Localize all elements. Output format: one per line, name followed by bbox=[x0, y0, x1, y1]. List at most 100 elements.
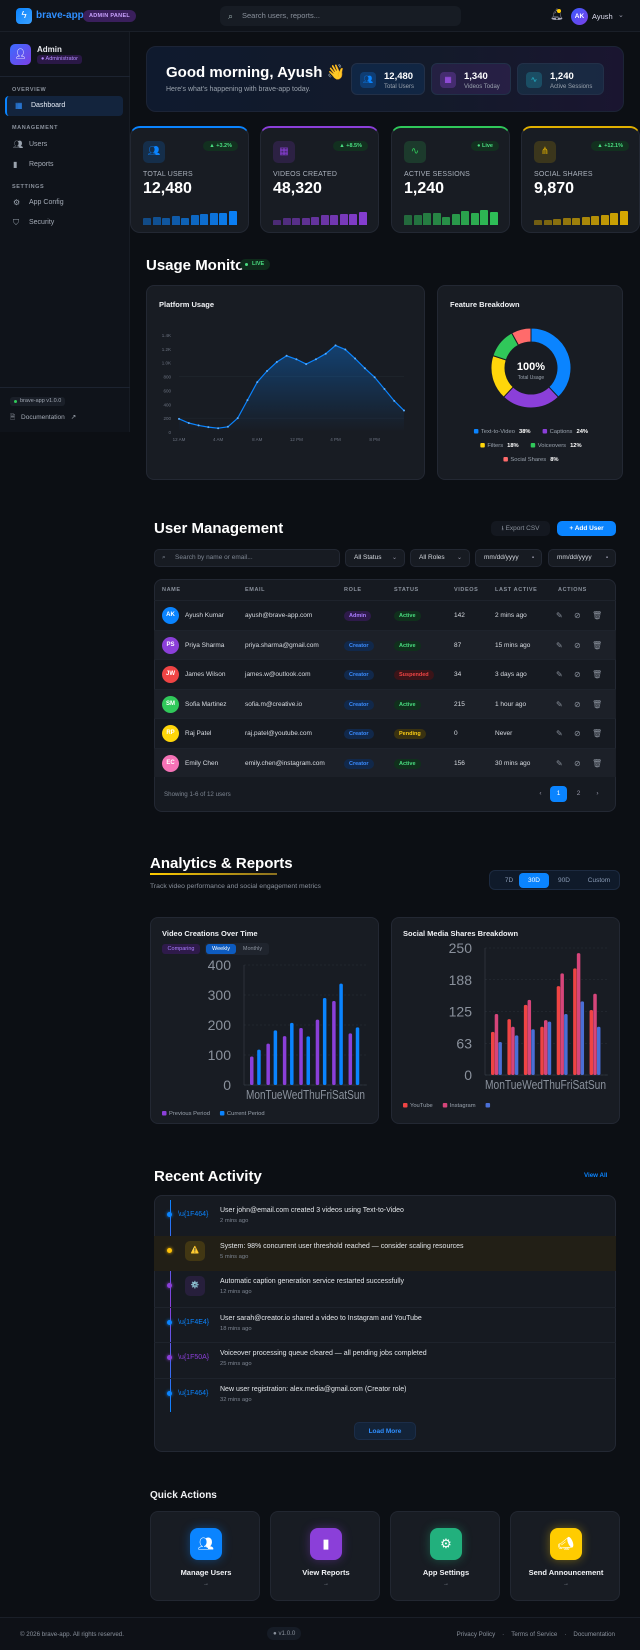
bar[interactable] bbox=[507, 1019, 511, 1075]
bar[interactable] bbox=[315, 1019, 320, 1085]
comparing-toggle[interactable]: Comparing bbox=[162, 944, 200, 954]
export-csv-button[interactable]: ⭳ Export CSV bbox=[491, 521, 550, 536]
bar[interactable] bbox=[511, 1026, 515, 1075]
role-filter-select[interactable]: All Roles ⌄ bbox=[410, 549, 470, 567]
bar[interactable] bbox=[543, 1020, 548, 1075]
bar[interactable] bbox=[589, 1009, 594, 1075]
bar[interactable] bbox=[282, 1036, 287, 1085]
table-row[interactable]: JW James Wilson james.w@outlook.com Creator… bbox=[154, 659, 616, 689]
ban-icon[interactable]: ⊘ bbox=[574, 640, 581, 650]
trash-icon[interactable]: 🗑︎ bbox=[592, 611, 603, 620]
bar[interactable] bbox=[332, 1001, 336, 1085]
sidebar-item-reports[interactable]: ▮ Reports bbox=[5, 155, 123, 175]
trash-icon[interactable]: 🗑︎ bbox=[592, 640, 603, 650]
donut-slice[interactable] bbox=[502, 386, 560, 409]
ban-icon[interactable]: ⊘ bbox=[574, 699, 581, 709]
bar[interactable] bbox=[556, 986, 561, 1075]
ban-icon[interactable]: ⊘ bbox=[574, 758, 581, 768]
quick-action-card[interactable]: ▮ View Reports → bbox=[270, 1511, 380, 1601]
bar[interactable] bbox=[355, 1027, 360, 1085]
quick-action-card[interactable]: 📣︎ Send Announcement → bbox=[510, 1511, 620, 1601]
table-row[interactable]: EC Emily Chen emily.chen@instagram.com Crea… bbox=[154, 747, 616, 777]
edit-icon[interactable]: ✎ bbox=[556, 611, 563, 620]
date-from-input[interactable]: mm/dd/yyyy ▪ bbox=[475, 549, 542, 567]
bar[interactable] bbox=[523, 1004, 528, 1075]
bar[interactable] bbox=[573, 968, 577, 1075]
quick-action-card[interactable]: 👥︎ Manage Users → bbox=[150, 1511, 260, 1601]
trash-icon[interactable]: 🗑︎ bbox=[592, 670, 603, 679]
privacy-policy-link[interactable]: Privacy Policy bbox=[456, 1631, 496, 1638]
bar[interactable] bbox=[514, 1035, 519, 1075]
bar[interactable] bbox=[494, 1014, 499, 1075]
user-search-input[interactable]: ⌕ Search by name or email... bbox=[154, 549, 340, 567]
documentation-footer-link[interactable]: Documentation bbox=[573, 1631, 615, 1638]
documentation-link[interactable]: 🗎︎ Documentation ↗ bbox=[10, 413, 76, 424]
trash-icon[interactable]: 🗑︎ bbox=[592, 758, 603, 768]
data-point[interactable] bbox=[295, 358, 298, 361]
prev-page-button[interactable]: ‹ bbox=[539, 790, 542, 797]
bar[interactable] bbox=[491, 1031, 495, 1075]
terms-link[interactable]: Terms of Service bbox=[511, 1631, 558, 1638]
quick-action-card[interactable]: ⚙︎ App Settings → bbox=[390, 1511, 500, 1601]
bar[interactable] bbox=[339, 983, 343, 1085]
data-point[interactable] bbox=[226, 425, 229, 428]
data-point[interactable] bbox=[354, 357, 357, 360]
view-all-link[interactable]: View All bbox=[584, 1172, 608, 1179]
bar[interactable] bbox=[531, 1029, 535, 1075]
data-point[interactable] bbox=[305, 363, 308, 366]
data-point[interactable] bbox=[187, 421, 190, 424]
bar[interactable] bbox=[266, 1043, 270, 1085]
data-point[interactable] bbox=[324, 352, 327, 355]
bar[interactable] bbox=[547, 1021, 552, 1075]
sidebar-item-users[interactable]: 👥︎ Users bbox=[5, 135, 123, 155]
bar[interactable] bbox=[564, 1014, 568, 1075]
load-more-button[interactable]: Load More bbox=[354, 1422, 416, 1440]
bar[interactable] bbox=[580, 1001, 585, 1075]
ban-icon[interactable]: ⊘ bbox=[574, 729, 581, 738]
range-90d[interactable]: 90D bbox=[558, 877, 570, 884]
trash-icon[interactable]: 🗑︎ bbox=[592, 699, 603, 709]
chevron-down-icon[interactable]: ⌄ bbox=[618, 12, 624, 19]
data-point[interactable] bbox=[256, 381, 259, 384]
activity-item[interactable]: \u{1F464} User john@email.com created 3 v… bbox=[154, 1200, 616, 1235]
data-point[interactable] bbox=[344, 348, 347, 351]
sidebar-item-dashboard[interactable]: ▦ Dashboard bbox=[5, 96, 123, 116]
bar[interactable] bbox=[527, 999, 532, 1075]
status-filter-select[interactable]: All Status ⌄ bbox=[345, 549, 405, 567]
data-point[interactable] bbox=[236, 417, 239, 420]
data-point[interactable] bbox=[197, 424, 200, 427]
range-30d[interactable]: 30D bbox=[519, 873, 549, 888]
user-name[interactable]: Ayush bbox=[592, 12, 613, 21]
data-point[interactable] bbox=[403, 409, 405, 412]
bar[interactable] bbox=[593, 993, 597, 1075]
data-point[interactable] bbox=[383, 388, 386, 391]
bar[interactable] bbox=[290, 1022, 294, 1085]
data-point[interactable] bbox=[393, 399, 396, 402]
data-point[interactable] bbox=[334, 344, 337, 347]
edit-icon[interactable]: ✎ bbox=[556, 670, 563, 679]
activity-item[interactable]: ⚙️ Automatic caption generation service r… bbox=[154, 1271, 616, 1306]
bar[interactable] bbox=[540, 1026, 544, 1075]
data-point[interactable] bbox=[207, 426, 210, 429]
bar[interactable] bbox=[596, 1026, 601, 1075]
donut-slice[interactable] bbox=[511, 327, 532, 346]
table-row[interactable]: PS Priya Sharma priya.sharma@gmail.com Crea… bbox=[154, 629, 616, 659]
page-1-button[interactable]: 1 bbox=[550, 786, 567, 802]
data-point[interactable] bbox=[373, 376, 376, 379]
trash-icon[interactable]: 🗑︎ bbox=[592, 729, 603, 738]
bar[interactable] bbox=[306, 1036, 310, 1085]
data-point[interactable] bbox=[314, 358, 317, 361]
table-row[interactable]: RP Raj Patel raj.patel@youtube.com Creator P… bbox=[154, 718, 616, 748]
data-point[interactable] bbox=[363, 367, 366, 370]
activity-item[interactable]: ⚠️ System: 98% concurrent user threshold … bbox=[154, 1235, 616, 1271]
data-point[interactable] bbox=[246, 399, 249, 402]
global-search-input[interactable]: ⌕ Search users, reports... bbox=[220, 6, 461, 26]
edit-icon[interactable]: ✎ bbox=[556, 758, 563, 768]
page-2-button[interactable]: 2 bbox=[576, 790, 581, 797]
brand-name[interactable]: brave-app bbox=[36, 10, 84, 21]
bar[interactable] bbox=[322, 998, 327, 1085]
bar[interactable] bbox=[348, 1033, 353, 1085]
next-page-button[interactable]: › bbox=[596, 790, 599, 797]
edit-icon[interactable]: ✎ bbox=[556, 729, 563, 738]
sidebar-item-app-config[interactable]: ⚙︎ App Config bbox=[5, 193, 123, 213]
